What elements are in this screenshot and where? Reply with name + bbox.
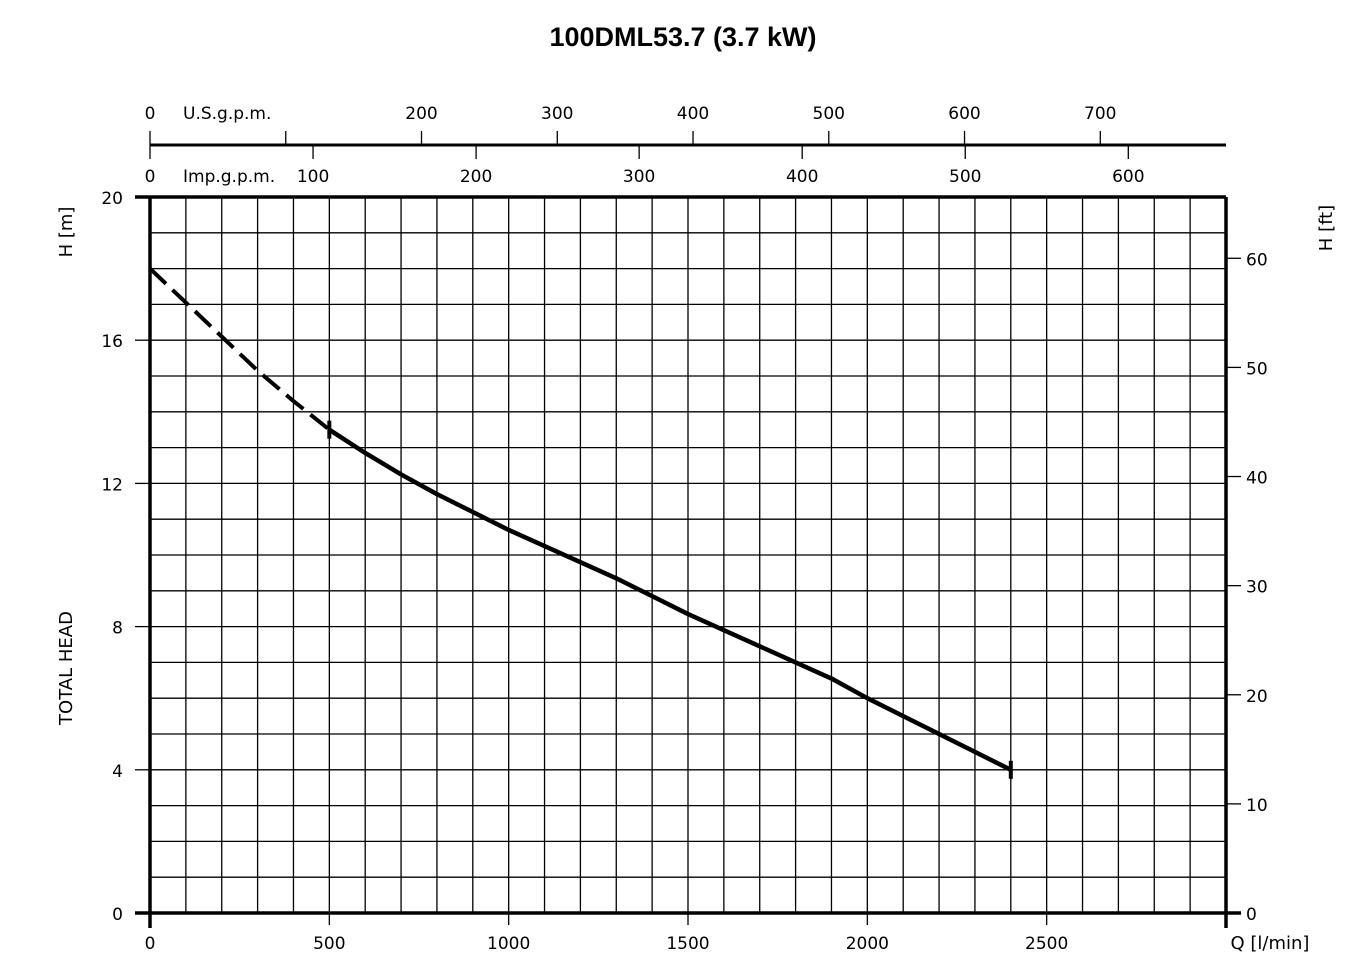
grid — [150, 197, 1226, 913]
y-tick-label-left: 4 — [112, 762, 123, 782]
chart-title: 100DML53.7 (3.7 kW) — [549, 22, 817, 52]
imp-gpm-tick-label: 200 — [460, 167, 492, 187]
us-gpm-tick-label: 0 — [145, 104, 156, 124]
x-tick-label: 1000 — [487, 934, 530, 954]
head-curve-solid — [328, 427, 1012, 772]
x-tick-label: 0 — [145, 934, 156, 954]
us-gpm-tick-label: 600 — [948, 104, 980, 124]
imp-gpm-tick-label: 600 — [1112, 167, 1144, 187]
y-tick-label-right: 40 — [1246, 469, 1268, 489]
imp-gpm-axis-label: Imp.g.p.m. — [183, 167, 275, 187]
us-gpm-tick-label: 400 — [677, 104, 709, 124]
imp-gpm-tick-label: 500 — [949, 167, 981, 187]
y-tick-label-right: 20 — [1246, 687, 1268, 707]
x-tick-label: 1500 — [666, 934, 709, 954]
y-tick-label-left: 16 — [101, 332, 123, 352]
x-tick-label: 500 — [313, 934, 345, 954]
us-gpm-tick-label: 200 — [405, 104, 437, 124]
us-gpm-tick-label: 300 — [541, 104, 573, 124]
y-tick-label-right: 10 — [1246, 796, 1268, 816]
axes — [135, 195, 1241, 928]
secondary-flow-axes: 0 200 300 400 500 600 700 U.S.g.p.m. 0 100 200 300 4… — [145, 104, 1226, 187]
y-tick-label-right: 60 — [1246, 250, 1268, 270]
imp-gpm-tick-label: 0 — [145, 167, 156, 187]
head-curve-dashed — [148, 267, 331, 432]
head-curve — [148, 267, 1013, 779]
y-tick-label-left: 20 — [101, 189, 123, 209]
y-tick-label-left: 0 — [112, 905, 123, 925]
us-gpm-tick-label: 500 — [813, 104, 845, 124]
x-tick-label: 2500 — [1025, 934, 1068, 954]
y-tick-label-right: 50 — [1246, 359, 1268, 379]
x-axis-title: Q [l/min] — [1231, 933, 1310, 954]
imp-gpm-tick-label: 100 — [297, 167, 329, 187]
us-gpm-axis-label: U.S.g.p.m. — [183, 104, 271, 124]
imp-gpm-tick-label: 300 — [623, 167, 655, 187]
us-gpm-tick-label: 700 — [1084, 104, 1116, 124]
y-tick-label-left: 8 — [112, 619, 123, 639]
x-tick-label: 2000 — [846, 934, 889, 954]
y-tick-label-left: 12 — [101, 475, 123, 495]
y-axis-unit-right: H [ft] — [1316, 205, 1337, 251]
y-tick-label-right: 0 — [1246, 905, 1257, 925]
axis-labels: 0 500 1000 1500 2000 2500 Q [l/min] 0 4 8 12 16 20 0 1… — [56, 189, 1337, 954]
imp-gpm-tick-label: 400 — [786, 167, 818, 187]
y-axis-unit-left: H [m] — [56, 207, 77, 258]
y-tick-label-right: 30 — [1246, 578, 1268, 598]
y-axis-title: TOTAL HEAD — [56, 611, 77, 726]
